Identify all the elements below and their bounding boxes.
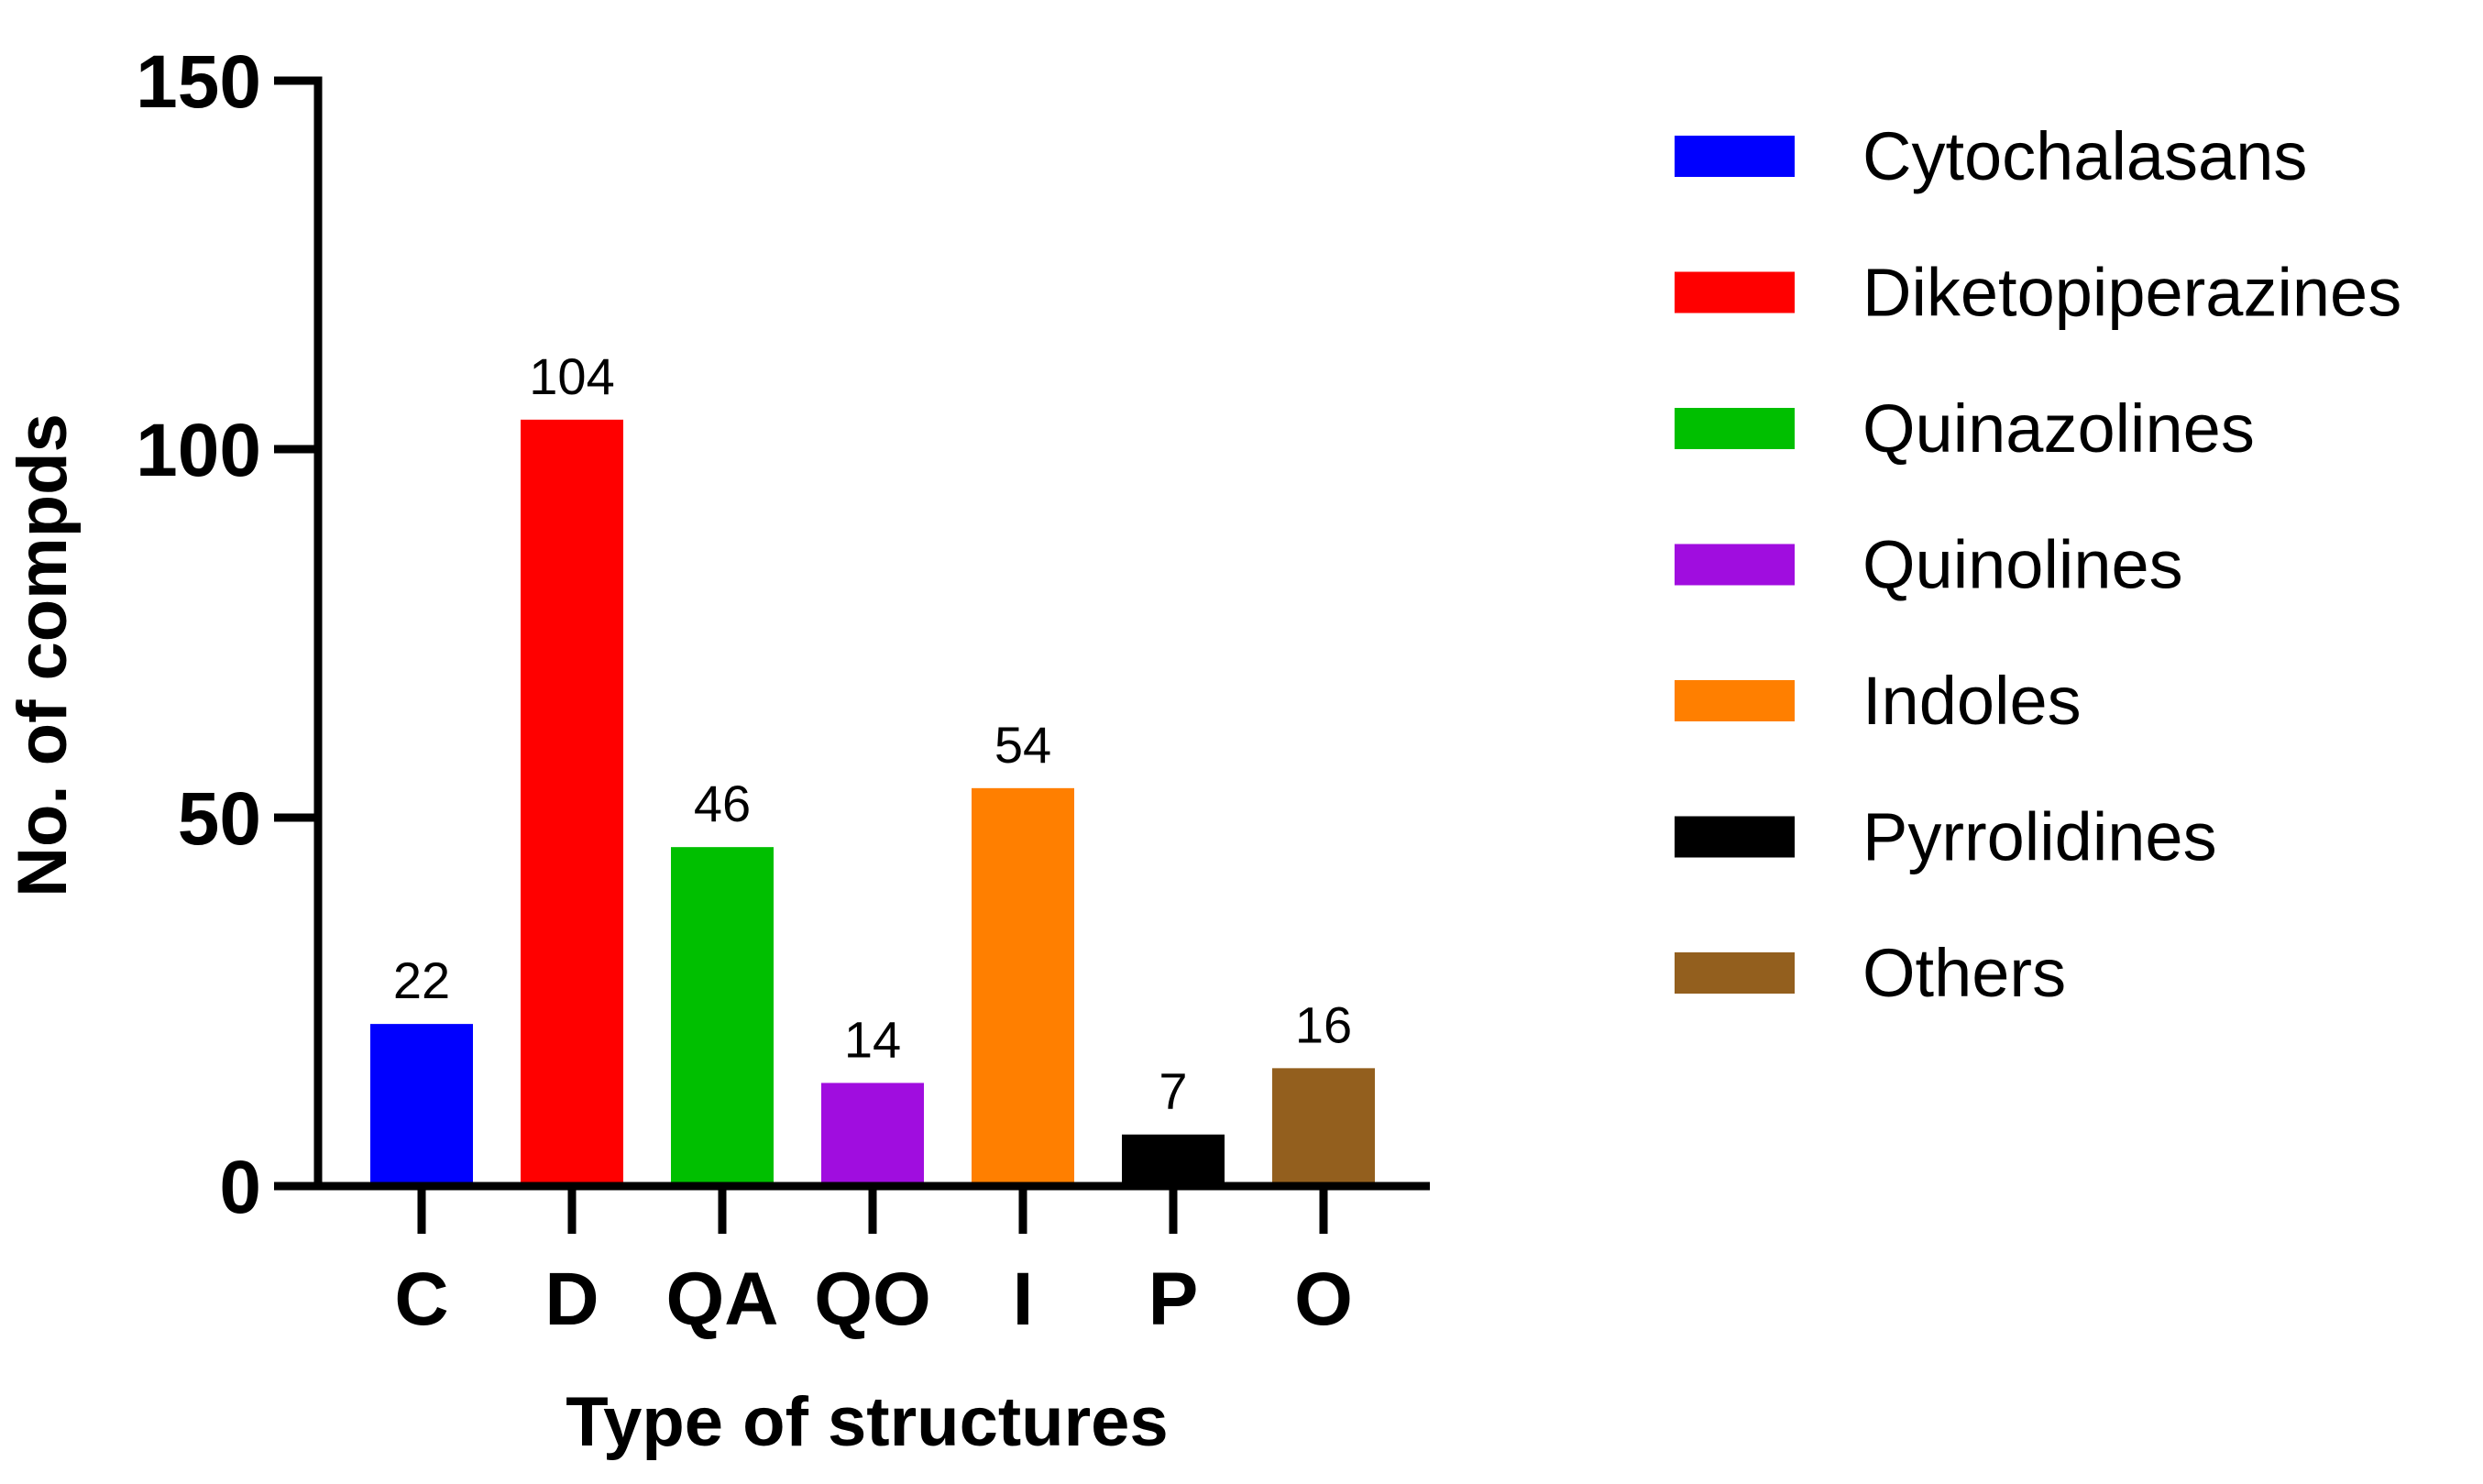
legend: Cytochalasans Diketopiperazines Quinazolin…: [1675, 118, 2401, 1011]
data-label-i: 54: [994, 716, 1051, 774]
legend-label-quinazolines: Quinazolines: [1862, 390, 2255, 467]
legend-swatch-indoles: [1675, 680, 1795, 721]
legend-swatch-quinazolines: [1675, 408, 1795, 449]
y-tick-label-0: 0: [219, 1146, 261, 1229]
plot-area: 0 50 100 150 C 22 D 104 QA 46 QO 14 I 54 P 7 O 16: [136, 40, 1430, 1341]
legend-label-others: Others: [1862, 935, 2066, 1011]
y-tick-label-50: 50: [178, 777, 261, 861]
legend-swatch-cytochalasans: [1675, 136, 1795, 177]
data-label-qo: 14: [844, 1010, 901, 1068]
y-axis-title: No. of compds: [4, 413, 82, 897]
y-tick-label-100: 100: [136, 409, 261, 492]
bar-o: [1272, 1068, 1375, 1186]
legend-swatch-pyrrolidines: [1675, 816, 1795, 858]
bar-i: [972, 787, 1074, 1186]
legend-label-diketopiperazines: Diketopiperazines: [1862, 255, 2401, 331]
bar-d: [521, 419, 623, 1187]
data-label-o: 16: [1295, 995, 1352, 1053]
x-tick-label-o: O: [1294, 1258, 1353, 1341]
data-label-c: 22: [393, 951, 450, 1009]
x-tick-label-i: I: [1013, 1258, 1034, 1341]
y-tick-label-150: 150: [136, 40, 261, 124]
x-tick-label-c: C: [394, 1258, 448, 1341]
legend-label-pyrrolidines: Pyrrolidines: [1862, 799, 2217, 875]
x-tick-label-qa: QA: [666, 1258, 779, 1341]
legend-label-quinolines: Quinolines: [1862, 527, 2183, 603]
legend-swatch-quinolines: [1675, 544, 1795, 586]
legend-swatch-diketopiperazines: [1675, 271, 1795, 313]
legend-swatch-others: [1675, 952, 1795, 994]
x-axis-title: Type of structures: [566, 1383, 1168, 1461]
legend-label-indoles: Indoles: [1862, 663, 2082, 739]
x-tick-label-qo: QO: [814, 1258, 931, 1341]
x-tick-label-p: P: [1148, 1258, 1199, 1341]
legend-label-cytochalasans: Cytochalasans: [1862, 118, 2307, 194]
x-tick-label-d: D: [544, 1258, 599, 1341]
bar-qo: [821, 1083, 924, 1186]
data-label-p: 7: [1159, 1062, 1187, 1120]
bar-qa: [671, 847, 774, 1186]
data-label-qa: 46: [694, 775, 751, 832]
data-label-d: 104: [529, 347, 614, 405]
bar-p: [1122, 1134, 1225, 1186]
bar-c: [370, 1024, 473, 1186]
